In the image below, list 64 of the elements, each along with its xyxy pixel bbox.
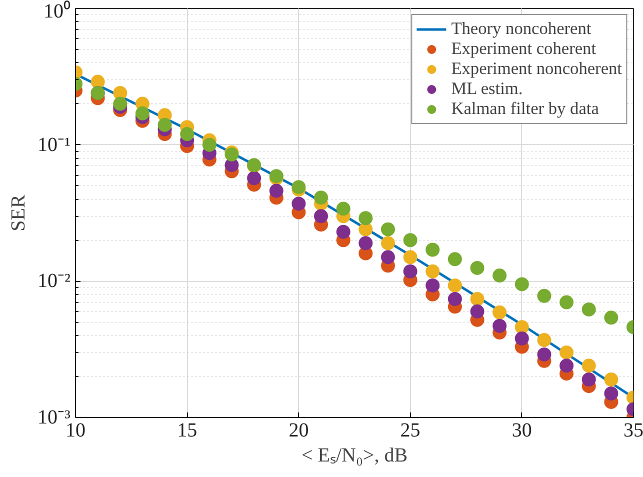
point: [292, 196, 306, 211]
x-axis-title: < Eₛ/N₀>, dB: [301, 444, 408, 466]
point: [560, 295, 574, 310]
point: [448, 292, 462, 306]
point: [403, 233, 418, 248]
point: [448, 278, 462, 292]
point: [582, 372, 596, 386]
point: [380, 222, 395, 236]
point: [514, 277, 529, 292]
y-tick-label: 10⁻²: [38, 270, 71, 292]
y-axis-title: SER: [8, 194, 30, 232]
x-tick-label: 35: [624, 420, 643, 442]
point: [292, 180, 306, 194]
point: [470, 260, 484, 275]
point: [492, 268, 507, 283]
point: [448, 252, 462, 266]
point: [426, 264, 440, 278]
point: [135, 106, 150, 120]
point: [604, 386, 618, 400]
legend-label: Kalman filter by data: [451, 99, 599, 119]
point: [426, 242, 440, 257]
point: [582, 358, 596, 373]
point: [158, 118, 172, 132]
point: [113, 96, 128, 111]
point: [582, 302, 596, 316]
point: [492, 305, 507, 320]
point: [470, 304, 484, 318]
point: [560, 345, 574, 360]
point: [202, 138, 216, 152]
point: [604, 310, 618, 325]
legend-label: Theory noncoherent: [451, 19, 592, 39]
point: [403, 264, 418, 278]
point: [358, 236, 373, 250]
legend-label: ML estim.: [451, 79, 523, 99]
point: [470, 292, 484, 306]
x-tick-label: 15: [177, 420, 198, 442]
point: [537, 288, 552, 303]
point: [426, 278, 440, 292]
point: [537, 333, 552, 348]
point: [314, 190, 328, 205]
point: [514, 320, 529, 334]
point: [336, 224, 350, 239]
point: [514, 331, 529, 346]
point: [560, 358, 574, 373]
x-tick-label: 30: [512, 420, 532, 442]
point: [380, 236, 395, 250]
point: [247, 171, 262, 186]
point: [180, 127, 194, 142]
point: [492, 318, 507, 333]
point: [336, 202, 350, 216]
point: [403, 250, 418, 264]
x-tick-label: 20: [288, 420, 309, 442]
legend-label: Experiment coherent: [451, 39, 596, 59]
point: [314, 209, 328, 224]
point: [358, 211, 373, 226]
y-tick-label: 10⁰: [44, 0, 70, 22]
x-tick-label: 10: [66, 420, 86, 442]
point: [269, 184, 284, 198]
point: [537, 347, 552, 362]
y-tick-label: 10⁻¹: [38, 134, 71, 156]
point: [604, 372, 618, 386]
legend-label: Experiment noncoherent: [451, 59, 622, 79]
point: [380, 250, 395, 264]
x-tick-label: 25: [400, 420, 420, 442]
